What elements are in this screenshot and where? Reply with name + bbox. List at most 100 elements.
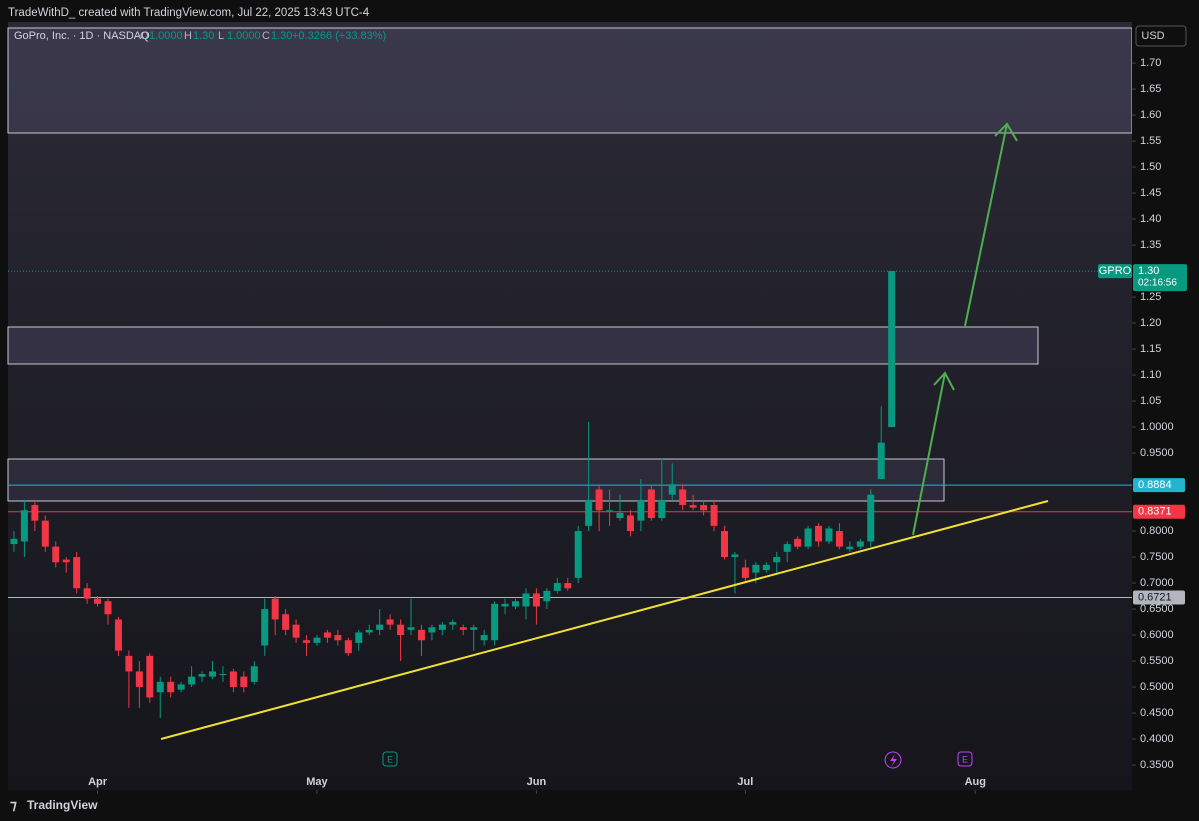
- y-tick-label: 1.45: [1140, 187, 1161, 199]
- candle-body: [292, 624, 300, 638]
- header: TradeWithD_ created with TradingView.com…: [8, 7, 370, 19]
- zone: [7, 27, 1133, 134]
- candle-body: [647, 489, 655, 519]
- y-tick-label: 1.0000: [1140, 421, 1174, 433]
- candle-body: [250, 666, 258, 682]
- candle-body: [344, 640, 352, 654]
- y-tick-label: 1.60: [1140, 109, 1161, 121]
- symbol-label: GPRO: [1099, 265, 1132, 277]
- candle-body: [595, 489, 603, 511]
- y-tick-label: 1.50: [1140, 161, 1161, 173]
- candle-body: [877, 442, 885, 480]
- logo: ⁊: [10, 797, 17, 813]
- x-tick-label: May: [306, 776, 328, 788]
- price-axis: [1132, 22, 1199, 790]
- legend-value: 1.0000: [227, 30, 261, 42]
- event-icon: [382, 751, 398, 767]
- candle-body: [835, 531, 843, 547]
- candle-body: [41, 520, 49, 547]
- candle-body: [146, 655, 154, 698]
- candle-body: [459, 627, 467, 630]
- candle-body: [229, 671, 237, 688]
- x-tick-label: Jul: [737, 776, 753, 788]
- zone: [7, 326, 1039, 365]
- event-label: E: [387, 754, 393, 764]
- candle-body: [428, 627, 436, 633]
- candle-body: [94, 598, 102, 604]
- y-tick-label: 0.3500: [1140, 759, 1174, 771]
- zone: [7, 458, 945, 502]
- candle-body: [219, 674, 227, 676]
- y-tick-label: 0.5000: [1140, 681, 1174, 693]
- footer: ⁊ TradingView: [10, 797, 98, 813]
- candle-body: [313, 637, 321, 643]
- event-icon: [957, 751, 973, 767]
- footer-brand: TradingView: [27, 798, 98, 812]
- candle-body: [522, 593, 530, 607]
- y-tick-label: 1.10: [1140, 369, 1161, 381]
- candle-body: [752, 564, 760, 573]
- candle-body: [62, 559, 70, 563]
- candle-body: [574, 531, 582, 578]
- candle-body: [480, 635, 488, 641]
- candle-body: [198, 674, 206, 677]
- candle-body: [501, 603, 509, 607]
- candle-body: [365, 629, 373, 633]
- candle-body: [208, 671, 216, 677]
- candle-body: [720, 531, 728, 558]
- legend-key: O: [140, 30, 149, 42]
- y-tick-label: 1.20: [1140, 317, 1161, 329]
- y-tick-label: 0.9500: [1140, 447, 1174, 459]
- candle-body: [73, 557, 81, 589]
- event-label: E: [962, 754, 968, 764]
- candle-body: [376, 624, 384, 630]
- y-tick-label: 1.40: [1140, 213, 1161, 225]
- y-tick-label: 0.6000: [1140, 629, 1174, 641]
- currency-box: [1135, 25, 1187, 47]
- candle-body: [156, 681, 164, 693]
- candle-body: [323, 632, 331, 638]
- candle-body: [10, 538, 18, 545]
- candle-body: [783, 544, 791, 552]
- candle-body: [167, 681, 175, 693]
- countdown: 02:16:56: [1138, 278, 1177, 289]
- candle-body: [710, 505, 718, 526]
- candle-body: [438, 624, 446, 630]
- candle-body: [762, 564, 770, 571]
- candle-body: [856, 541, 864, 547]
- candle-body: [240, 676, 248, 688]
- candle-body: [532, 593, 540, 607]
- candle-body: [741, 567, 749, 578]
- candle-body: [386, 619, 394, 625]
- legend-key: L: [218, 30, 224, 42]
- marks: [8, 270, 1132, 719]
- trendline: [160, 500, 1049, 740]
- plot-area: [8, 22, 1132, 790]
- arrows: [912, 122, 1018, 536]
- axis-group: 1.70 1.65 1.60 1.55 1.50 1.45 1.40 1.35 1.25 1.20…: [1098, 57, 1187, 771]
- symbol-badge: [1098, 264, 1132, 279]
- candle-body: [658, 499, 666, 519]
- price-badge-label: 0.6721: [1138, 591, 1172, 603]
- candle-body: [20, 510, 28, 542]
- candle-body: [553, 583, 561, 591]
- candle-body: [606, 510, 614, 512]
- candle-body: [689, 505, 697, 508]
- candle-body: [282, 614, 290, 630]
- price-badge-label: 0.8884: [1138, 479, 1172, 491]
- y-tick-label: 1.35: [1140, 239, 1161, 251]
- y-tick-label: 1.25: [1140, 291, 1161, 303]
- price-badge: [1133, 478, 1185, 493]
- candle-body: [679, 489, 687, 506]
- candle-body: [177, 684, 185, 690]
- legend-value: 1.0000: [149, 30, 183, 42]
- candle-body: [397, 624, 405, 636]
- last-price-badge: [1133, 264, 1187, 292]
- currency: USD: [1141, 30, 1164, 42]
- candle-body: [271, 598, 279, 620]
- candle-body: [846, 546, 854, 550]
- legend-value: 1.30: [193, 30, 214, 42]
- last-price-label: 1.30: [1138, 265, 1159, 277]
- candle-body: [355, 632, 363, 643]
- y-tick-label: 1.15: [1140, 343, 1161, 355]
